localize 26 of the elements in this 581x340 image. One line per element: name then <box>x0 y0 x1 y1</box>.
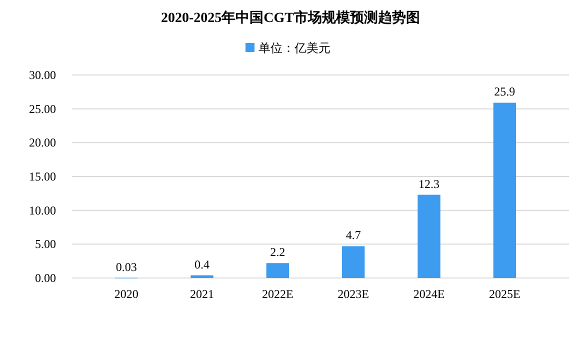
x-tick-label: 2025E <box>489 287 520 301</box>
data-label: 2.2 <box>270 245 286 260</box>
bar <box>266 263 290 278</box>
y-tick-label: 10.00 <box>29 203 56 218</box>
y-tick-label: 30.00 <box>29 68 56 82</box>
x-tick-label: 2023E <box>338 287 370 301</box>
y-tick-label: 5.00 <box>35 237 56 252</box>
bar <box>493 102 516 278</box>
y-tick-label: 25.00 <box>29 102 56 116</box>
data-label: 4.7 <box>346 228 361 242</box>
x-tick-label: 2022E <box>262 287 294 301</box>
data-label: 0.03 <box>116 260 137 274</box>
y-tick-label: 20.00 <box>29 136 56 150</box>
legend-label: 单位：亿美元 <box>258 41 330 55</box>
x-tick-label: 2020 <box>114 287 138 301</box>
bar <box>342 246 365 278</box>
bar <box>190 275 214 278</box>
y-tick-label: 15.00 <box>29 170 56 184</box>
x-tick-label: 2021 <box>190 287 214 301</box>
x-tick-label: 2024E <box>413 287 445 301</box>
bar <box>418 194 440 278</box>
data-label: 0.4 <box>194 257 210 272</box>
chart-title: 2020-2025年中国CGT市场规模预测趋势图 <box>161 9 420 26</box>
data-label: 25.9 <box>494 84 516 99</box>
data-label: 12.3 <box>418 176 440 191</box>
y-tick-label: 0.00 <box>35 271 56 285</box>
